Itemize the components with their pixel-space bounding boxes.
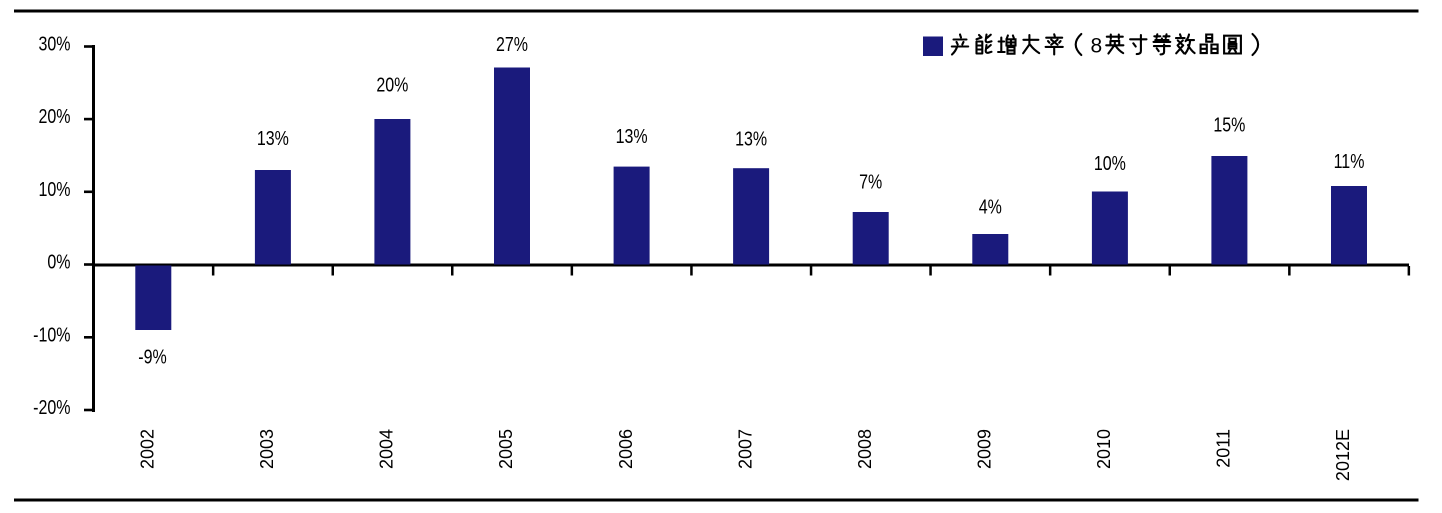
svg-text:20%: 20% [38, 105, 70, 127]
svg-text:8: 8 [1091, 35, 1103, 58]
svg-text:2010: 2010 [1094, 429, 1114, 469]
svg-text:2007: 2007 [735, 429, 755, 469]
svg-text:30%: 30% [38, 33, 70, 55]
svg-text:2012E: 2012E [1333, 429, 1353, 481]
svg-text:2009: 2009 [975, 429, 995, 469]
svg-text:2004: 2004 [377, 429, 397, 469]
svg-text:20%: 20% [376, 74, 408, 96]
svg-text:-9%: -9% [138, 346, 166, 368]
svg-text:2008: 2008 [855, 429, 875, 469]
svg-text:27%: 27% [496, 33, 528, 55]
svg-text:15%: 15% [1213, 114, 1245, 136]
svg-text:2005: 2005 [496, 429, 516, 469]
svg-text:10%: 10% [38, 178, 70, 200]
svg-text:11%: 11% [1334, 150, 1365, 172]
svg-text:2003: 2003 [257, 429, 277, 469]
svg-text:4%: 4% [979, 196, 1002, 218]
svg-text:13%: 13% [616, 125, 648, 147]
svg-text:2006: 2006 [616, 429, 636, 469]
svg-text:-20%: -20% [33, 396, 70, 418]
svg-text:13%: 13% [735, 128, 767, 150]
svg-text:10%: 10% [1094, 152, 1126, 174]
svg-text:0%: 0% [47, 251, 70, 273]
svg-text:7%: 7% [859, 171, 882, 193]
svg-text:2002: 2002 [138, 429, 158, 469]
svg-text:2011: 2011 [1214, 429, 1234, 468]
svg-text:-10%: -10% [33, 324, 70, 346]
svg-text:13%: 13% [257, 127, 289, 149]
